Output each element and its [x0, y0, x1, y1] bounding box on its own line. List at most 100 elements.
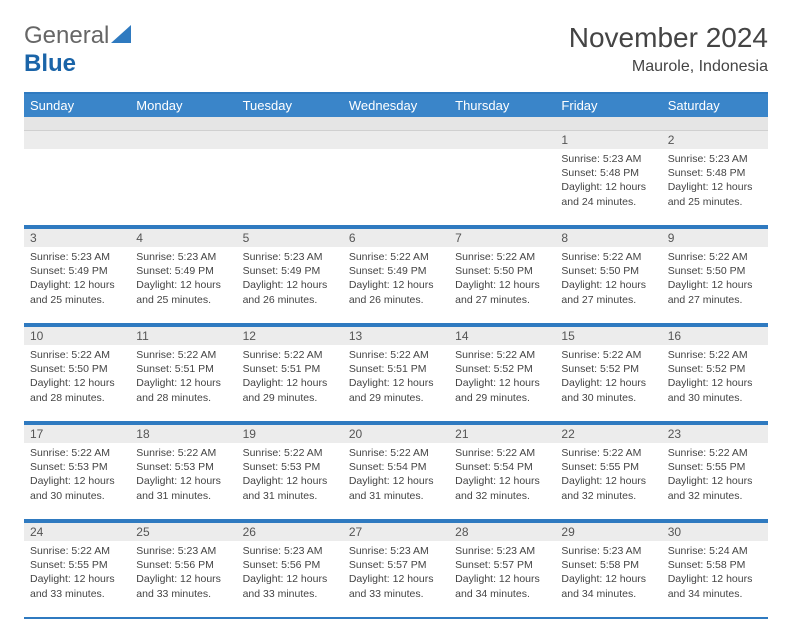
sunrise-text: Sunrise: 5:22 AM: [455, 446, 549, 460]
daylight-text: Daylight: 12 hours and 32 minutes.: [455, 474, 549, 502]
sunset-text: Sunset: 5:57 PM: [455, 558, 549, 572]
day-number: 11: [130, 327, 236, 345]
daylight-text: Daylight: 12 hours and 33 minutes.: [30, 572, 124, 600]
day-number: 8: [555, 229, 661, 247]
sunset-text: Sunset: 5:52 PM: [561, 362, 655, 376]
daylight-text: Daylight: 12 hours and 28 minutes.: [136, 376, 230, 404]
day-number: 14: [449, 327, 555, 345]
day-number: [130, 131, 236, 149]
day-number: 23: [662, 425, 768, 443]
logo: General Blue: [24, 22, 131, 78]
daylight-text: Daylight: 12 hours and 27 minutes.: [561, 278, 655, 306]
sunrise-text: Sunrise: 5:22 AM: [668, 446, 762, 460]
day-cell: [343, 149, 449, 225]
sunset-text: Sunset: 5:49 PM: [30, 264, 124, 278]
daylight-text: Daylight: 12 hours and 29 minutes.: [349, 376, 443, 404]
sunrise-text: Sunrise: 5:22 AM: [561, 348, 655, 362]
day-number: [343, 131, 449, 149]
sunrise-text: Sunrise: 5:23 AM: [455, 544, 549, 558]
page-header: General Blue November 2024 Maurole, Indo…: [24, 22, 768, 78]
sunrise-text: Sunrise: 5:23 AM: [30, 250, 124, 264]
sunset-text: Sunset: 5:56 PM: [243, 558, 337, 572]
day-number: 9: [662, 229, 768, 247]
day-number: 12: [237, 327, 343, 345]
sunset-text: Sunset: 5:58 PM: [668, 558, 762, 572]
sunset-text: Sunset: 5:51 PM: [243, 362, 337, 376]
daylight-text: Daylight: 12 hours and 30 minutes.: [561, 376, 655, 404]
sunrise-text: Sunrise: 5:22 AM: [349, 446, 443, 460]
sunset-text: Sunset: 5:48 PM: [561, 166, 655, 180]
sunrise-text: Sunrise: 5:22 AM: [349, 250, 443, 264]
day-number: 10: [24, 327, 130, 345]
sunrise-text: Sunrise: 5:24 AM: [668, 544, 762, 558]
sunset-text: Sunset: 5:49 PM: [349, 264, 443, 278]
daylight-text: Daylight: 12 hours and 26 minutes.: [243, 278, 337, 306]
day-cell: Sunrise: 5:22 AMSunset: 5:49 PMDaylight:…: [343, 247, 449, 323]
daylight-text: Daylight: 12 hours and 25 minutes.: [136, 278, 230, 306]
daylight-text: Daylight: 12 hours and 33 minutes.: [136, 572, 230, 600]
sunrise-text: Sunrise: 5:22 AM: [30, 446, 124, 460]
day-number: 18: [130, 425, 236, 443]
daylight-text: Daylight: 12 hours and 31 minutes.: [243, 474, 337, 502]
day-number: 4: [130, 229, 236, 247]
daylight-text: Daylight: 12 hours and 29 minutes.: [455, 376, 549, 404]
sunrise-text: Sunrise: 5:23 AM: [668, 152, 762, 166]
week-row: Sunrise: 5:22 AMSunset: 5:55 PMDaylight:…: [24, 541, 768, 619]
sunset-text: Sunset: 5:53 PM: [136, 460, 230, 474]
day-cell: Sunrise: 5:22 AMSunset: 5:51 PMDaylight:…: [237, 345, 343, 421]
day-header-row: Sunday Monday Tuesday Wednesday Thursday…: [24, 94, 768, 117]
logo-text-blue: Blue: [24, 50, 76, 77]
month-title: November 2024: [569, 22, 768, 54]
daylight-text: Daylight: 12 hours and 31 minutes.: [136, 474, 230, 502]
daylight-text: Daylight: 12 hours and 25 minutes.: [668, 180, 762, 208]
daylight-text: Daylight: 12 hours and 25 minutes.: [30, 278, 124, 306]
day-cell: Sunrise: 5:22 AMSunset: 5:53 PMDaylight:…: [237, 443, 343, 519]
day-number: 6: [343, 229, 449, 247]
sunset-text: Sunset: 5:51 PM: [349, 362, 443, 376]
daylight-text: Daylight: 12 hours and 32 minutes.: [668, 474, 762, 502]
day-number: 21: [449, 425, 555, 443]
title-block: November 2024 Maurole, Indonesia: [569, 22, 768, 76]
day-cell: Sunrise: 5:22 AMSunset: 5:52 PMDaylight:…: [555, 345, 661, 421]
day-cell: Sunrise: 5:22 AMSunset: 5:55 PMDaylight:…: [662, 443, 768, 519]
logo-text-general: General: [24, 22, 109, 49]
day-cell: Sunrise: 5:22 AMSunset: 5:53 PMDaylight:…: [24, 443, 130, 519]
sunset-text: Sunset: 5:54 PM: [349, 460, 443, 474]
day-header: Saturday: [662, 94, 768, 117]
day-number: 27: [343, 523, 449, 541]
day-cell: Sunrise: 5:23 AMSunset: 5:49 PMDaylight:…: [130, 247, 236, 323]
daylight-text: Daylight: 12 hours and 28 minutes.: [30, 376, 124, 404]
sunset-text: Sunset: 5:53 PM: [30, 460, 124, 474]
weeks-container: 12Sunrise: 5:23 AMSunset: 5:48 PMDayligh…: [24, 131, 768, 619]
daylight-text: Daylight: 12 hours and 33 minutes.: [349, 572, 443, 600]
sunrise-text: Sunrise: 5:22 AM: [668, 250, 762, 264]
week-row: Sunrise: 5:22 AMSunset: 5:53 PMDaylight:…: [24, 443, 768, 521]
day-cell: Sunrise: 5:23 AMSunset: 5:49 PMDaylight:…: [24, 247, 130, 323]
sunrise-text: Sunrise: 5:23 AM: [243, 544, 337, 558]
day-number: 24: [24, 523, 130, 541]
daylight-text: Daylight: 12 hours and 34 minutes.: [668, 572, 762, 600]
sunrise-text: Sunrise: 5:22 AM: [455, 348, 549, 362]
daylight-text: Daylight: 12 hours and 24 minutes.: [561, 180, 655, 208]
day-number: [449, 131, 555, 149]
day-cell: Sunrise: 5:22 AMSunset: 5:53 PMDaylight:…: [130, 443, 236, 519]
day-cell: Sunrise: 5:23 AMSunset: 5:48 PMDaylight:…: [555, 149, 661, 225]
sunrise-text: Sunrise: 5:23 AM: [561, 152, 655, 166]
day-number: 13: [343, 327, 449, 345]
daylight-text: Daylight: 12 hours and 26 minutes.: [349, 278, 443, 306]
daynum-row: 17181920212223: [24, 425, 768, 443]
day-number: 15: [555, 327, 661, 345]
day-cell: Sunrise: 5:22 AMSunset: 5:55 PMDaylight:…: [24, 541, 130, 617]
day-header: Thursday: [449, 94, 555, 117]
day-number: 28: [449, 523, 555, 541]
daylight-text: Daylight: 12 hours and 34 minutes.: [561, 572, 655, 600]
day-cell: Sunrise: 5:22 AMSunset: 5:51 PMDaylight:…: [343, 345, 449, 421]
daylight-text: Daylight: 12 hours and 27 minutes.: [455, 278, 549, 306]
sunrise-text: Sunrise: 5:22 AM: [561, 250, 655, 264]
day-cell: Sunrise: 5:23 AMSunset: 5:49 PMDaylight:…: [237, 247, 343, 323]
day-number: 22: [555, 425, 661, 443]
day-cell: Sunrise: 5:23 AMSunset: 5:58 PMDaylight:…: [555, 541, 661, 617]
sunrise-text: Sunrise: 5:22 AM: [136, 348, 230, 362]
sunrise-text: Sunrise: 5:22 AM: [668, 348, 762, 362]
day-number: 7: [449, 229, 555, 247]
